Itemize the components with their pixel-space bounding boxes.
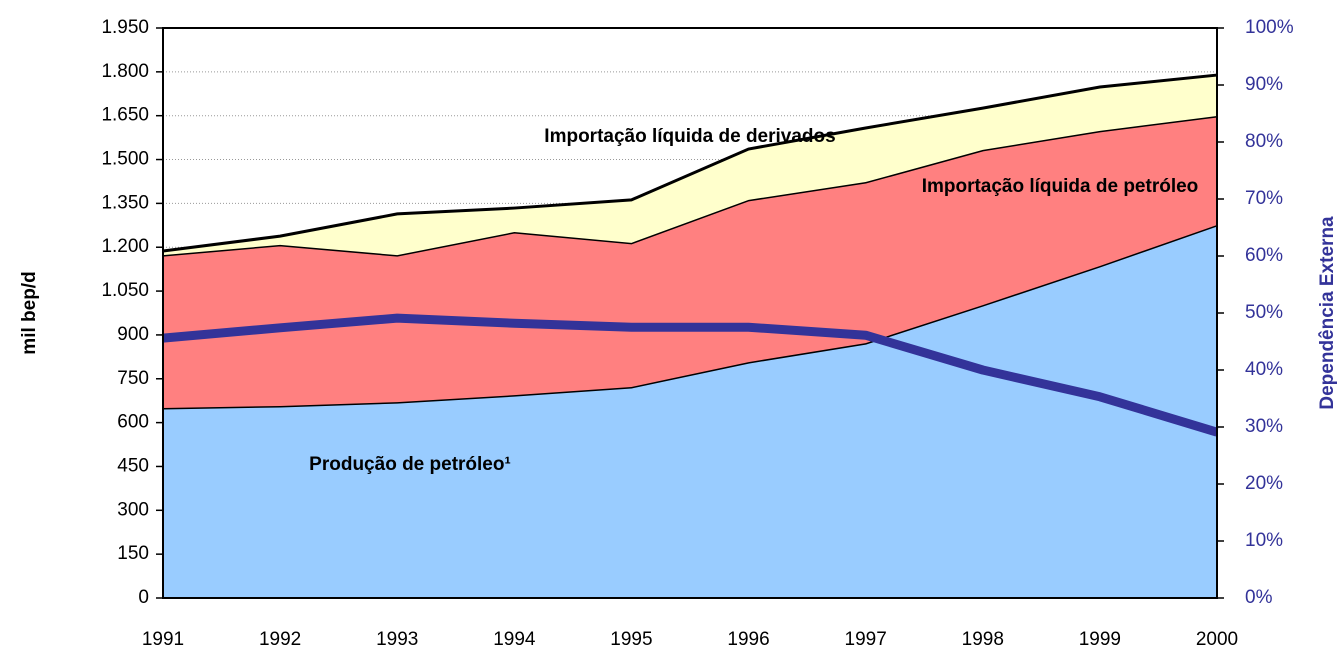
y-tick-label: 1.500	[101, 149, 149, 170]
series-label-box: Importação líquida de petróleo	[921, 176, 1199, 197]
series-label: Produção de petróleo¹	[309, 454, 511, 475]
y-tick-label: 900	[117, 324, 149, 345]
y-tick-label: 600	[117, 412, 149, 433]
y2-tick-label: 100%	[1245, 17, 1294, 38]
y-tick-label: 1.950	[101, 17, 149, 38]
series-label-box: Produção de petróleo¹	[309, 454, 511, 475]
x-tick-label: 1996	[727, 629, 769, 650]
y2-tick-label: 20%	[1245, 473, 1283, 494]
y2-tick-label: 10%	[1245, 530, 1283, 551]
area-edge	[162, 223, 1218, 410]
y-tick-label: 1.350	[101, 192, 149, 213]
y-tick-label: 1.650	[101, 105, 149, 126]
y2-tick-label: 60%	[1245, 245, 1283, 266]
line	[162, 313, 1219, 437]
area	[163, 225, 1217, 598]
x-tick-label: 2000	[1196, 629, 1238, 650]
x-tick-label: 1991	[142, 629, 184, 650]
x-tick-label: 1999	[1079, 629, 1121, 650]
y-tick-label: 1.800	[101, 61, 149, 82]
x-tick-label: 1997	[845, 629, 887, 650]
y-tick-label: 1.200	[101, 236, 149, 257]
y2-tick-label: 40%	[1245, 359, 1283, 380]
y-tick-label: 0	[138, 587, 149, 608]
x-tick-label: 1992	[259, 629, 301, 650]
series-label: Importação líquida de petróleo	[921, 176, 1199, 197]
y-tick-label: 150	[117, 543, 149, 564]
y2-tick-label: 50%	[1245, 302, 1283, 323]
plot-frame	[162, 27, 1218, 599]
y-tick-label: 300	[117, 499, 149, 520]
series-label: Importação líquida de derivados	[544, 126, 836, 147]
lines: Produção de petróleo¹ Importação líquida …	[162, 126, 1219, 475]
y-tick-label: 1.050	[101, 280, 149, 301]
x-tick-label: 1993	[376, 629, 418, 650]
y2-axis-label: Dependência Externa	[1317, 216, 1338, 410]
areas	[162, 73, 1218, 598]
area	[163, 115, 1217, 408]
x-tick-label: 1994	[493, 629, 536, 650]
series-label-box: Importação líquida de derivados	[544, 126, 836, 147]
y2-tick-label: 80%	[1245, 131, 1283, 152]
y-tick-label: 450	[117, 455, 149, 476]
y2-tick-label: 30%	[1245, 416, 1283, 437]
x-tick-label: 1998	[962, 629, 1004, 650]
area	[163, 75, 1217, 256]
y-axis-label: mil bep/d	[19, 271, 40, 354]
x-tick-label: 1995	[610, 629, 652, 650]
y-tick-label: 750	[117, 368, 149, 389]
y2-tick-label: 70%	[1245, 188, 1283, 209]
y2-tick-label: 90%	[1245, 74, 1283, 95]
area-edge	[162, 73, 1218, 253]
y2-tick-label: 0%	[1245, 587, 1273, 608]
